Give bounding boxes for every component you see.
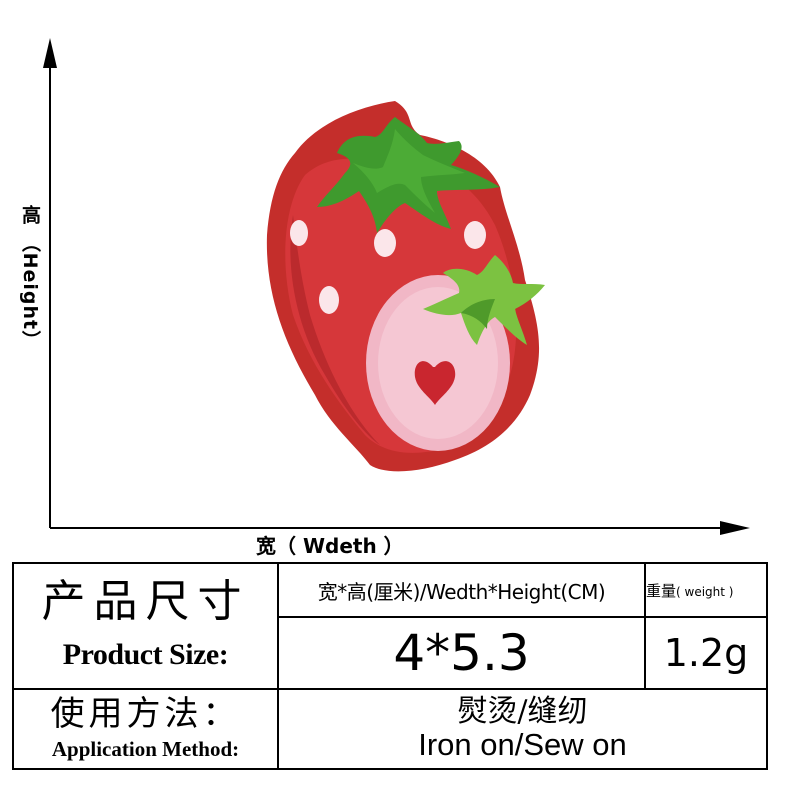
application-method-title-en: Application Method: — [51, 737, 240, 762]
weight-header-en: ( weight ) — [676, 584, 734, 599]
main-leaves-highlight — [353, 129, 465, 213]
height-axis-arrow — [43, 38, 57, 68]
application-method-title-cn: 使用方法： — [50, 693, 241, 734]
product-size-title-en: Product Size: — [62, 638, 229, 671]
small-leaves-shade — [461, 299, 495, 329]
size-header: 宽*高(厘米)/Wedth*Height(CM) — [277, 562, 646, 618]
size-value: 4*5.3 — [277, 616, 646, 690]
application-method-value-en: Iron on/Sew on — [418, 727, 627, 763]
strawberry-shade — [290, 215, 380, 445]
width-axis-arrow — [720, 521, 750, 535]
application-method-title-cell: 使用方法： Application Method: — [12, 688, 279, 770]
seed — [464, 221, 486, 249]
product-size-title-cell: 产品尺寸 Product Size: — [12, 562, 279, 690]
weight-header-cn: 重量 — [646, 581, 677, 600]
application-method-value-cell: 熨烫/缝纫 Iron on/Sew on — [277, 688, 768, 770]
application-method-value-cn: 熨烫/缝纫 — [457, 694, 588, 730]
small-leaves — [423, 255, 545, 345]
height-axis-label: 高 （Height） — [19, 205, 41, 351]
heart-shape — [414, 361, 456, 405]
seed — [319, 286, 339, 314]
product-size-title-cn: 产品尺寸 — [41, 576, 250, 627]
product-spec-table: 产品尺寸 Product Size: 宽*高(厘米)/Wedth*Height(… — [12, 562, 768, 770]
weight-header: 重量( weight ) — [644, 562, 768, 618]
width-axis-label: 宽（ Wdeth ） — [256, 534, 404, 558]
weight-value: 1.2g — [644, 616, 768, 690]
dimension-axes — [43, 38, 750, 535]
seed — [374, 229, 396, 257]
strawberry-patch-image — [266, 101, 545, 472]
seed — [290, 220, 308, 246]
